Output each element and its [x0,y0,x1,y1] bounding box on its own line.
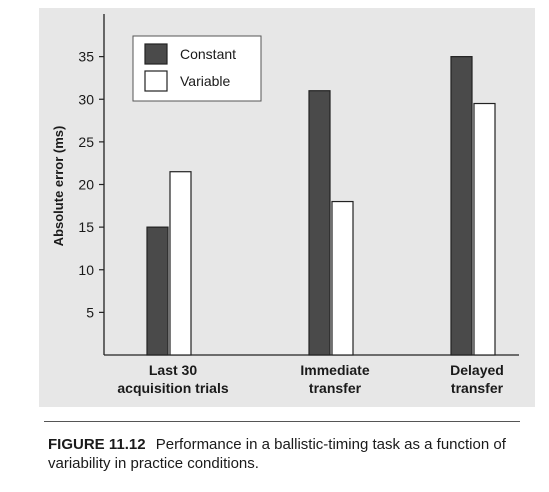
bar-constant-2 [450,56,473,356]
legend-swatch-constant [144,43,168,65]
x-category-label: transfer [451,380,504,396]
x-category-label: Immediate [300,362,369,378]
bar-variable-0 [169,171,192,356]
figure-caption: FIGURE 11.12 Performance in a ballistic-… [48,435,528,473]
y-tick-label: 30 [78,91,94,107]
caption-figure-label: FIGURE 11.12 [48,436,146,453]
y-tick-label: 10 [78,262,94,278]
caption-text: Performance in a ballistic-timing task a… [48,436,506,472]
x-category-label: Last 30 [149,362,197,378]
bar-variable-1 [331,200,354,356]
x-category-label: Delayed [450,362,504,378]
bar-constant-0 [146,226,169,356]
x-category-label: acquisition trials [117,380,228,396]
legend-swatch-variable [144,70,168,92]
legend-label-variable: Variable [180,73,231,89]
y-tick-label: 35 [78,49,94,65]
x-category-label: transfer [309,380,362,396]
bar-variable-2 [473,102,496,356]
y-axis-title: Absolute error (ms) [51,126,66,247]
y-tick-label: 25 [78,134,94,150]
y-tick-label: 15 [78,219,94,235]
legend-label-constant: Constant [180,46,236,62]
bar-constant-1 [308,90,331,356]
caption-rule [44,421,520,422]
y-tick-label: 5 [86,304,94,320]
y-tick-label: 20 [78,177,94,193]
